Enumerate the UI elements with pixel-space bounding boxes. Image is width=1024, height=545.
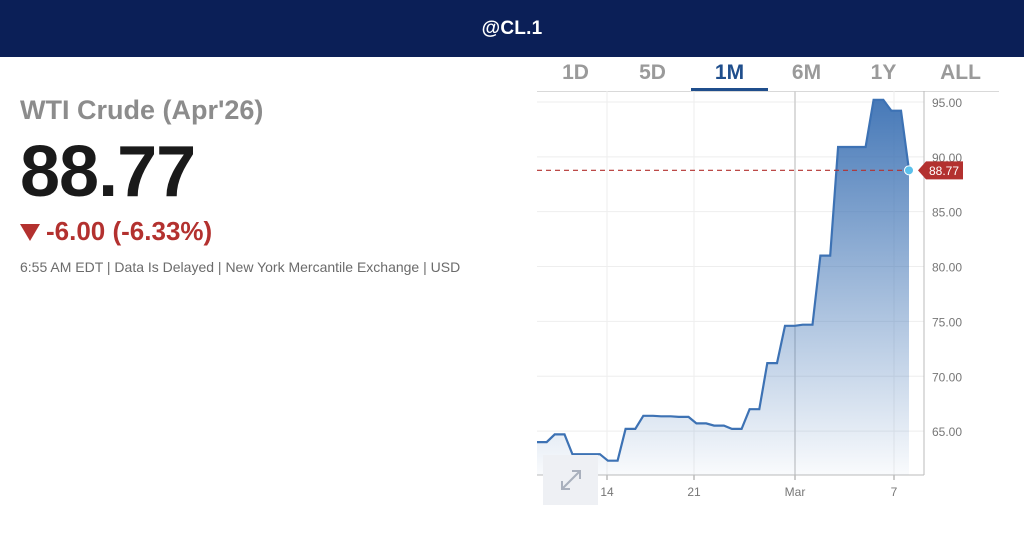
quote-panel: WTI Crude (Apr'26) 88.77 -6.00 (-6.33%) … [20,95,460,275]
tab-1m[interactable]: 1M [691,57,768,91]
last-price-point [904,165,914,176]
last-price: 88.77 [20,132,196,212]
x-tick-label: 21 [687,485,701,499]
x-tick-label: 14 [600,485,614,499]
tab-5d[interactable]: 5D [639,61,666,84]
range-tabs: 1D 5D 1M 6M 1Y ALL [537,57,999,92]
last-price-tag-label: 88.77 [929,164,959,178]
down-triangle-icon [20,224,40,241]
top-bar: @CL.1 [0,0,1024,57]
instrument-name: WTI Crude (Apr'26) [20,95,264,125]
y-tick-label: 95.00 [932,96,962,110]
x-tick-label: 7 [891,485,898,499]
quote-meta: 6:55 AM EDT | Data Is Delayed | New York… [20,259,461,275]
area-fill [537,99,909,476]
y-tick-label: 75.00 [932,315,962,329]
price-change: -6.00 (-6.33%) [20,216,460,247]
price-change-value: -6.00 (-6.33%) [46,216,213,246]
tab-1d[interactable]: 1D [562,61,589,84]
tab-all[interactable]: ALL [940,61,981,84]
y-tick-label: 85.00 [932,206,962,220]
expand-chart-button[interactable] [543,455,598,505]
last-price-tag [918,161,963,180]
tab-1y[interactable]: 1Y [870,61,897,84]
y-tick-label: 80.00 [932,261,962,275]
expand-arrows-icon [560,470,581,490]
symbol-title: @CL.1 [481,17,543,39]
y-tick-label: 70.00 [932,370,962,384]
x-tick-label: Mar [785,485,806,499]
price-line [537,98,911,462]
y-tick-label: 65.00 [932,425,962,439]
tab-6m[interactable]: 6M [791,61,822,84]
